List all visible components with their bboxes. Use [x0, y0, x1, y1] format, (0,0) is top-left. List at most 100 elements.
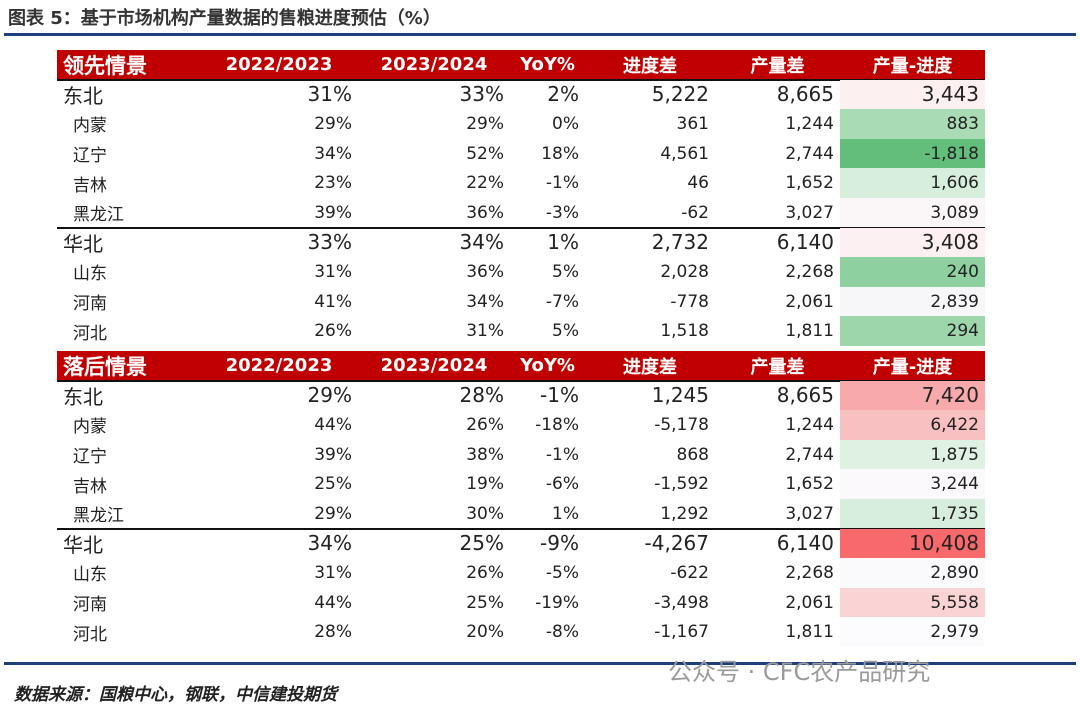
data-cell: -1% — [540, 383, 579, 408]
data-cell: 29% — [314, 503, 352, 524]
data-cell: 39% — [314, 202, 352, 223]
header-cell: 2022/2023 — [200, 351, 358, 381]
data-cell: -1% — [545, 444, 579, 465]
data-cell: 6,140 — [776, 531, 834, 556]
data-cell: -4,267 — [644, 531, 709, 556]
data-cell: -1% — [545, 173, 579, 194]
data-cell: -8% — [545, 622, 579, 643]
data-cell: 2,061 — [785, 291, 834, 312]
data-cell: -1,818 — [840, 138, 985, 169]
data-cell: -778 — [670, 291, 709, 312]
data-cell: 2% — [547, 82, 579, 107]
data-cell: 1,244 — [785, 414, 834, 435]
data-cell: 294 — [840, 316, 985, 346]
data-cell: 25% — [466, 592, 504, 613]
data-cell: 41% — [314, 291, 352, 312]
data-cell: 33% — [459, 82, 504, 107]
data-cell: 883 — [840, 109, 985, 139]
data-cell: 23% — [314, 173, 352, 194]
data-cell: 0% — [552, 113, 579, 134]
header-cell: 产量差 — [715, 50, 840, 80]
data-cell: 8,665 — [776, 82, 834, 107]
data-cell: 52% — [466, 143, 504, 164]
data-cell: 1,811 — [785, 622, 834, 643]
row-label: 内蒙 — [73, 417, 107, 438]
data-cell: 5% — [552, 321, 579, 342]
data-cell: 44% — [314, 592, 352, 613]
data-cell: 1,244 — [785, 113, 834, 134]
header-cell: 2023/2024 — [358, 351, 510, 381]
data-cell: 6,422 — [840, 410, 985, 440]
data-cell: 34% — [466, 291, 504, 312]
header-cell: YoY% — [510, 50, 585, 80]
data-cell: 18% — [541, 143, 579, 164]
data-cell: 26% — [466, 414, 504, 435]
data-cell: 2,744 — [785, 143, 834, 164]
data-cell: 1,652 — [785, 474, 834, 495]
data-cell: 2,890 — [840, 558, 985, 588]
data-cell: 2,028 — [660, 261, 709, 282]
row-label: 黑龙江 — [73, 205, 124, 226]
header-cell: 落后情景 — [57, 351, 200, 381]
data-cell: -62 — [681, 202, 709, 223]
data-cell: 3,408 — [840, 227, 985, 258]
row-label: 辽宁 — [73, 447, 107, 468]
data-cell: 2,979 — [840, 617, 985, 647]
data-cell: 34% — [459, 230, 504, 255]
data-cell: 29% — [466, 113, 504, 134]
data-cell: -19% — [535, 592, 579, 613]
data-cell: 5,222 — [651, 82, 709, 107]
data-cell: 7,420 — [840, 380, 985, 411]
data-cell: 2,744 — [785, 444, 834, 465]
data-cell: -6% — [545, 474, 579, 495]
data-cell: 44% — [314, 414, 352, 435]
data-cell: 1,245 — [651, 383, 709, 408]
data-cell: 4,561 — [660, 143, 709, 164]
data-cell: 1,652 — [785, 173, 834, 194]
source-note: 数据来源：国粮中心，钢联，中信建投期货 — [14, 685, 337, 705]
header-cell: 产量差 — [715, 351, 840, 381]
data-cell: -9% — [540, 531, 579, 556]
top-rule — [4, 33, 1076, 36]
data-cell: 2,839 — [840, 286, 985, 317]
group-line — [57, 226, 985, 229]
data-cell: 2,268 — [785, 562, 834, 583]
data-cell: 3,443 — [840, 79, 985, 110]
header-cell: 2023/2024 — [358, 50, 510, 80]
data-cell: 5,558 — [840, 587, 985, 618]
data-cell: 29% — [307, 383, 352, 408]
header-cell: 2022/2023 — [200, 50, 358, 80]
data-cell: 3,027 — [785, 503, 834, 524]
bottom-rule — [4, 662, 1076, 665]
row-label: 辽宁 — [73, 146, 107, 167]
data-cell: 38% — [466, 444, 504, 465]
data-cell: -1,592 — [654, 474, 709, 495]
data-cell: 3,027 — [785, 202, 834, 223]
row-label: 河南 — [73, 294, 107, 315]
data-cell: 1% — [552, 503, 579, 524]
row-label: 黑龙江 — [73, 506, 124, 527]
data-cell: 28% — [314, 622, 352, 643]
data-cell: 8,665 — [776, 383, 834, 408]
data-cell: 33% — [307, 230, 352, 255]
data-cell: 1,735 — [840, 499, 985, 529]
watermark: 公众号 · CFC农产品研究 — [668, 658, 931, 686]
data-cell: 5% — [552, 261, 579, 282]
data-cell: 2,268 — [785, 261, 834, 282]
data-cell: -5,178 — [654, 414, 709, 435]
data-cell: 19% — [466, 474, 504, 495]
data-cell: -622 — [670, 562, 709, 583]
row-label: 华北 — [63, 231, 103, 256]
title: 图表 5：基于市场机构产量数据的售粮进度预估（%） — [8, 8, 441, 29]
header-cell: YoY% — [510, 351, 585, 381]
data-cell: 29% — [314, 113, 352, 134]
data-cell: -1,167 — [654, 622, 709, 643]
data-cell: -7% — [545, 291, 579, 312]
data-cell: 1,811 — [785, 321, 834, 342]
data-cell: 34% — [307, 531, 352, 556]
data-cell: 3,244 — [840, 469, 985, 499]
data-cell: 1,518 — [660, 321, 709, 342]
data-cell: -3% — [545, 202, 579, 223]
data-cell: 36% — [466, 202, 504, 223]
data-cell: 1,292 — [660, 503, 709, 524]
